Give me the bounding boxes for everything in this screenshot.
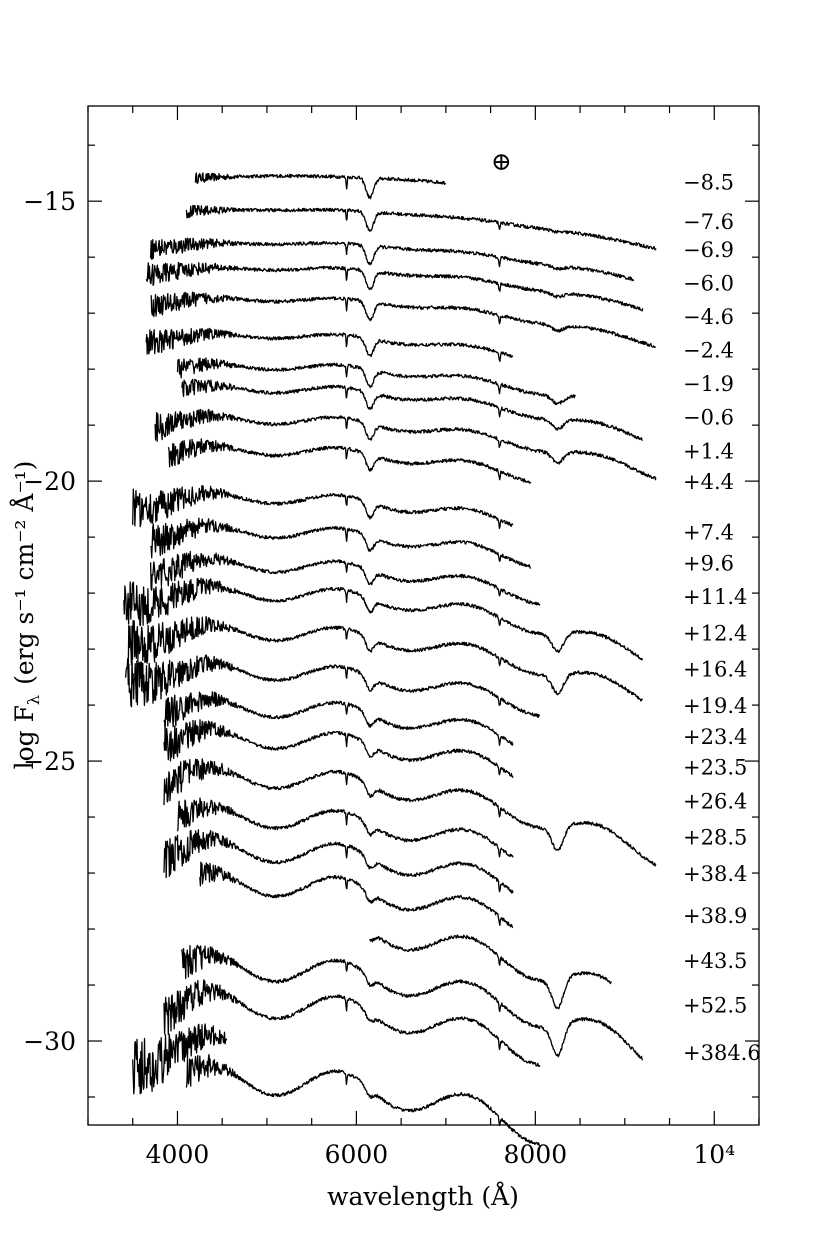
- spectrum-line: [149, 550, 541, 606]
- epoch-label: +11.4: [683, 585, 747, 609]
- y-axis-title-units: (erg s⁻¹ cm⁻² Å⁻¹): [9, 461, 39, 685]
- spectrum-line: [150, 517, 532, 569]
- epoch-label: −6.0: [683, 271, 734, 295]
- spectrum-line: [150, 291, 657, 348]
- spectrum-line: [163, 829, 514, 894]
- spectrum-line: [132, 484, 514, 530]
- epoch-label: +52.5: [683, 994, 747, 1018]
- epoch-label: −4.6: [683, 305, 734, 329]
- spectrum-line: [145, 327, 514, 362]
- x-axis-title: wavelength (Å): [327, 1181, 519, 1211]
- epoch-label: −1.9: [683, 372, 734, 396]
- x-tick-label: 10⁴: [693, 1140, 735, 1169]
- epoch-label: +12.4: [683, 621, 747, 645]
- spectrum-line: [132, 1023, 228, 1095]
- epoch-label: +384.6: [683, 1041, 761, 1065]
- epoch-label: +28.5: [683, 826, 747, 850]
- y-tick-label: −30: [23, 1027, 76, 1056]
- x-tick-label: 4000: [146, 1140, 210, 1169]
- spectrum-line: [163, 758, 657, 867]
- epoch-label: +19.4: [683, 694, 747, 718]
- epoch-label: +23.4: [683, 725, 747, 749]
- spectrum-line: [124, 654, 541, 718]
- spectrum-line: [176, 357, 576, 406]
- y-tick-label: −25: [23, 747, 76, 776]
- epoch-labels: −8.5 −7.6 −6.9 −6.0 −4.6 −2.4 −1.9 −0.6 +1.4 +4.4…: [683, 171, 761, 1066]
- spectra-series: [123, 172, 657, 1146]
- axis-ticks: 4000 6000 8000 10⁴ −15 −20 −25 −30: [23, 106, 760, 1169]
- spectrum-line: [149, 237, 635, 282]
- epoch-label: +26.4: [683, 789, 747, 813]
- epoch-label: −6.9: [683, 238, 734, 262]
- spectrum-line: [163, 979, 541, 1068]
- y-axis-title-sub: λ: [24, 695, 43, 705]
- epoch-label: +7.4: [683, 521, 734, 545]
- spectrum-line: [199, 861, 514, 929]
- telluric-symbol: ⊕: [491, 147, 512, 176]
- epoch-label: +23.5: [683, 756, 747, 780]
- spectrum-line: [167, 438, 532, 484]
- spectrum-line: [154, 408, 657, 481]
- epoch-label: +38.9: [683, 904, 747, 928]
- spectrum-line: [369, 934, 612, 1010]
- spectrum-line: [123, 577, 643, 661]
- epoch-label: +43.5: [683, 949, 747, 973]
- spectrum-line: [185, 1053, 540, 1146]
- epoch-label: −2.4: [683, 339, 734, 363]
- x-tick-label: 8000: [504, 1140, 568, 1169]
- epoch-label: +38.4: [683, 862, 747, 886]
- spectrum-line: [163, 691, 514, 746]
- epoch-label: +9.6: [683, 551, 734, 575]
- spectrum-line: [194, 172, 447, 200]
- y-tick-label: −20: [23, 467, 76, 496]
- y-axis-title-main: log F: [10, 705, 39, 769]
- svg-text:log Fλ(erg s⁻¹ cm⁻² Å⁻¹): log Fλ (erg s⁻¹ cm⁻² Å⁻¹): [9, 461, 43, 770]
- y-axis-title: log Fλ (erg s⁻¹ cm⁻² Å⁻¹): [9, 461, 43, 770]
- spectrum-line: [181, 378, 643, 441]
- spectrum-line: [127, 615, 644, 702]
- epoch-label: −0.6: [683, 406, 734, 430]
- spectrum-line: [163, 719, 514, 778]
- spectrum-line: [145, 261, 644, 312]
- x-tick-label: 6000: [325, 1140, 389, 1169]
- epoch-label: −7.6: [683, 210, 734, 234]
- y-tick-label: −15: [23, 187, 76, 216]
- spectrum-line: [185, 204, 657, 251]
- spectrum-line: [176, 797, 514, 858]
- plot-frame: [87, 105, 760, 1126]
- epoch-label: +1.4: [683, 439, 734, 463]
- epoch-label: +4.4: [683, 470, 734, 494]
- epoch-label: +16.4: [683, 658, 747, 682]
- spectrum-line: [181, 944, 644, 1061]
- epoch-label: −8.5: [683, 171, 734, 195]
